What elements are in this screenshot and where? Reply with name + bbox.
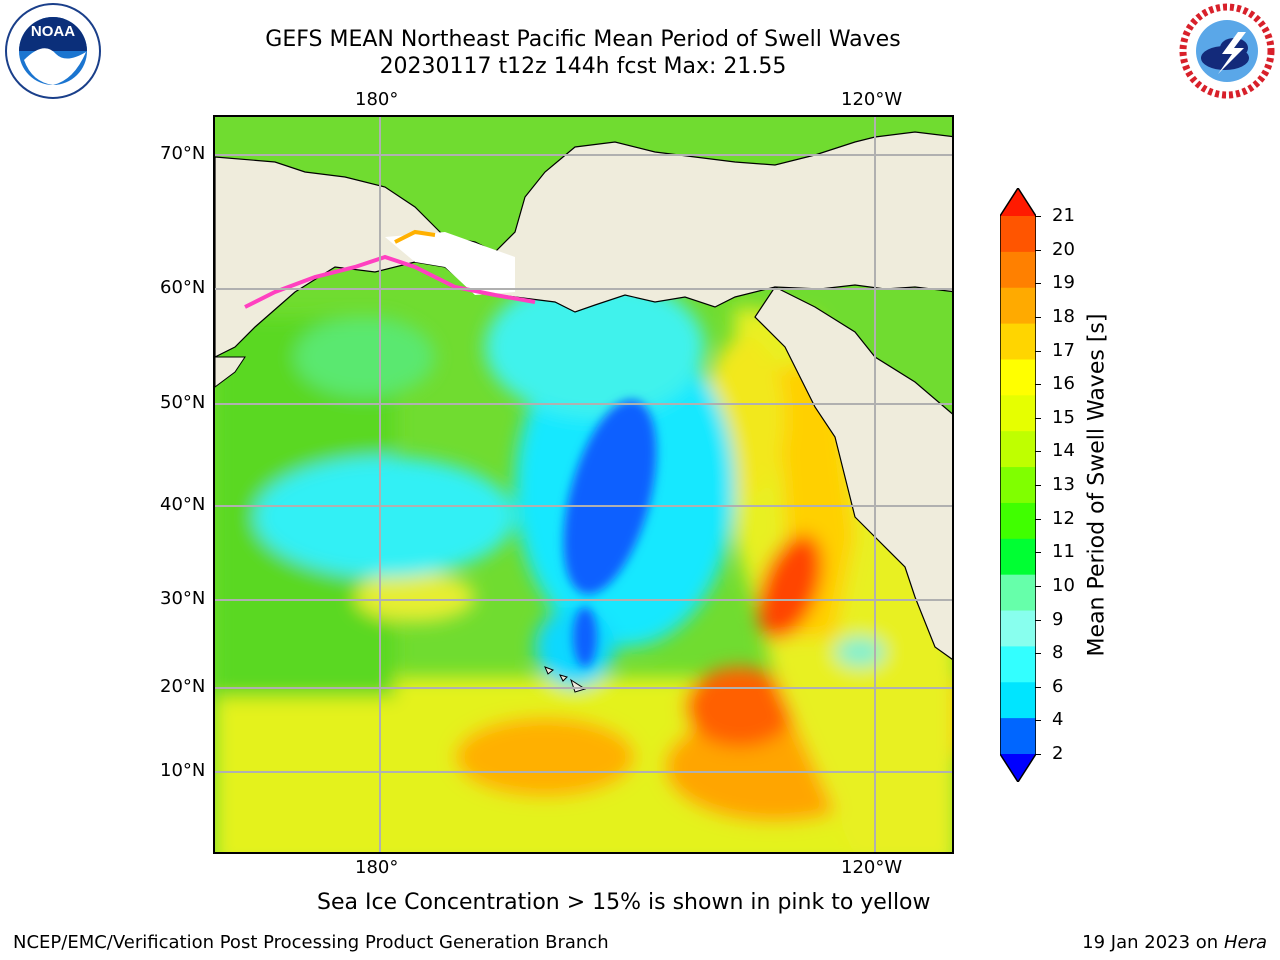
map-svg <box>215 117 952 852</box>
colorbar-tick-label: 12 <box>1052 507 1075 529</box>
field-orange-southwest <box>455 717 635 797</box>
sea-ice-bering <box>385 232 515 295</box>
colorbar-tick-mark <box>1035 451 1041 453</box>
colorbar-tick-mark <box>1035 653 1041 655</box>
lat-label-50n: 50°N <box>160 392 206 413</box>
colorbar-extend-top <box>1000 188 1036 216</box>
colorbar-segment <box>1000 538 1036 576</box>
colorbar-segment <box>1000 646 1036 683</box>
date-value: 19 Jan 2023 on <box>1082 932 1224 953</box>
noaa-logo-text: NOAA <box>31 23 75 40</box>
lat-label-70n: 70°N <box>160 143 206 164</box>
colorbar-tick-mark <box>1035 283 1041 285</box>
colorbar-segment <box>1000 682 1036 719</box>
colorbar-segment <box>1000 467 1036 504</box>
field-red-east <box>757 534 823 640</box>
graticule <box>215 117 952 852</box>
colorbar-tick-label: 6 <box>1052 675 1064 697</box>
colorbar-tick-label: 15 <box>1052 406 1075 428</box>
colorbar-tick-label: 2 <box>1052 743 1064 764</box>
date-text: 19 Jan 2023 on Hera <box>1082 932 1267 953</box>
colorbar-tick-label: 17 <box>1052 339 1075 361</box>
colorbar-tick-label: 19 <box>1052 272 1075 294</box>
noaa-logo: NOAA <box>4 2 102 100</box>
colorbar-tick-label: 21 <box>1052 205 1075 226</box>
field-cyan-east-spot <box>835 637 885 667</box>
colorbar-tick-label: 18 <box>1052 305 1075 327</box>
land-siberia-edge <box>215 356 246 388</box>
colorbar-segment <box>1000 251 1036 289</box>
lon-label-bottom-180: 180° <box>355 857 399 878</box>
field-west-yellow-spot <box>355 572 475 622</box>
colorbar-tick-label: 11 <box>1052 541 1075 563</box>
colorbar-tick-mark <box>1035 754 1041 755</box>
colorbar-tick-mark <box>1035 552 1041 554</box>
lon-label-bottom-120w: 120°W <box>841 857 903 878</box>
colorbar-tick-mark <box>1035 585 1041 587</box>
colorbar-svg <box>999 186 1037 784</box>
colorbar <box>999 186 1037 784</box>
colorbar-tick-mark <box>1035 249 1041 251</box>
nws-logo <box>1178 2 1276 100</box>
colorbar-tick-mark <box>1035 485 1041 486</box>
field-blue-tongue <box>573 607 597 667</box>
sea-ice-edge-yellow <box>394 229 436 244</box>
colorbar-segment <box>1000 323 1036 360</box>
colorbar-tick-mark <box>1035 316 1041 318</box>
colorbar-tick-mark <box>1035 350 1041 352</box>
lat-label-10n: 10°N <box>160 760 206 781</box>
swell-period-map <box>213 115 954 854</box>
credit-text: NCEP/EMC/Verification Post Processing Pr… <box>13 932 609 953</box>
colorbar-segment <box>1000 610 1036 647</box>
chart-subtitle: 20230117 t12z 144h fcst Max: 21.55 <box>379 54 787 79</box>
lat-label-30n: 30°N <box>160 588 206 609</box>
colorbar-tick-label: 9 <box>1052 608 1064 630</box>
lat-label-60n: 60°N <box>160 277 206 298</box>
sea-ice-edge <box>244 254 536 309</box>
colorbar-segment <box>1000 502 1036 540</box>
colorbar-tick-label: 20 <box>1052 238 1075 260</box>
machine-name: Hera <box>1223 932 1267 953</box>
sea-ice-note: Sea Ice Concentration > 15% is shown in … <box>317 890 931 915</box>
colorbar-tick-mark <box>1035 417 1041 419</box>
colorbar-segment <box>1000 287 1036 325</box>
field-green-northwest <box>295 317 435 397</box>
colorbar-segment <box>1000 718 1036 755</box>
colorbar-segment <box>1000 431 1036 468</box>
colorbar-segment <box>1000 574 1036 612</box>
colorbar-extend-bottom <box>1000 754 1036 782</box>
chart-title: GEFS MEAN Northeast Pacific Mean Period … <box>265 27 901 52</box>
lon-label-top-180: 180° <box>355 89 399 110</box>
colorbar-tick-mark <box>1035 384 1041 386</box>
lat-label-40n: 40°N <box>160 494 206 515</box>
lat-label-20n: 20°N <box>160 676 206 697</box>
colorbar-tick-label: 4 <box>1052 709 1064 731</box>
colorbar-tick-mark <box>1035 686 1041 688</box>
colorbar-tick-mark <box>1035 216 1041 217</box>
colorbar-tick-label: 16 <box>1052 373 1075 395</box>
land-hawaii <box>544 666 587 693</box>
colorbar-segment <box>1000 216 1036 253</box>
lon-label-top-120w: 120°W <box>841 89 903 110</box>
colorbar-tick-label: 10 <box>1052 574 1075 596</box>
colorbar-tick-label: 13 <box>1052 474 1075 495</box>
colorbar-tick-label: 14 <box>1052 440 1075 462</box>
colorbar-tick-label: 8 <box>1052 642 1064 664</box>
colorbar-tick-mark <box>1035 619 1041 621</box>
colorbar-tick-mark <box>1035 720 1041 722</box>
field-cyan-west <box>255 457 515 577</box>
colorbar-label: Mean Period of Swell Waves [s] <box>1084 313 1110 657</box>
colorbar-segment <box>1000 359 1036 396</box>
field-cyan-north <box>485 277 705 417</box>
colorbar-tick-mark <box>1035 518 1041 520</box>
field-blue-core <box>563 399 657 595</box>
colorbar-segment <box>1000 395 1036 432</box>
